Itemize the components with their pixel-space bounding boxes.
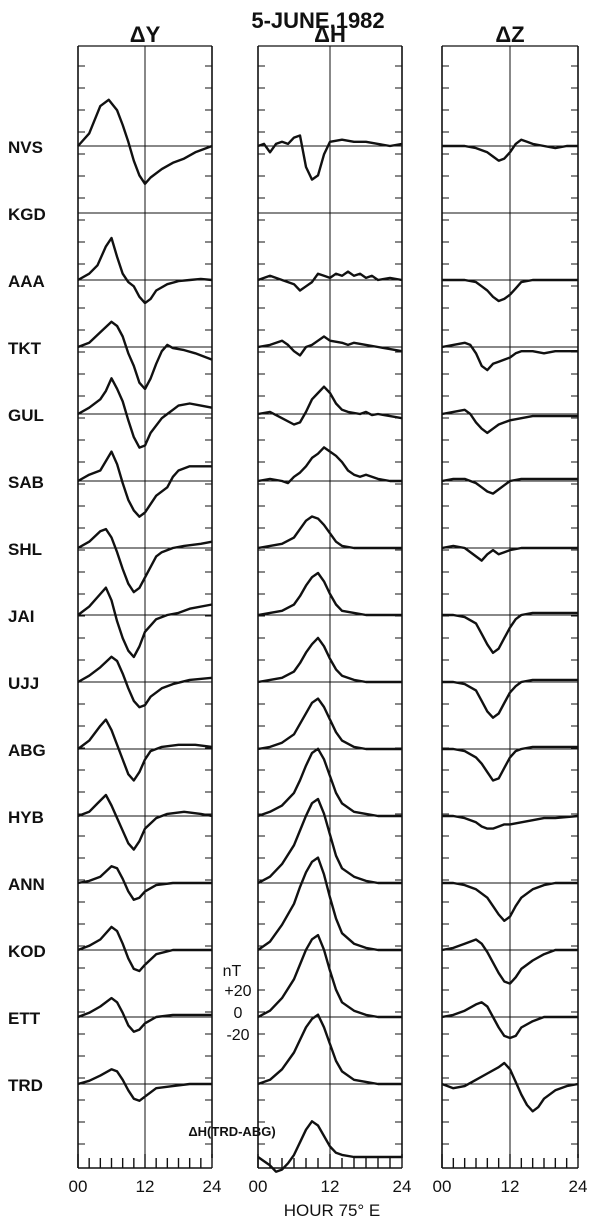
series-z-ann <box>442 881 578 922</box>
station-label-kod: KOD <box>8 942 46 961</box>
panel-z: ΔZ 00 12 24 <box>433 22 588 1196</box>
series-h-gul <box>257 385 403 426</box>
series-y-aaa <box>77 236 213 305</box>
station-label-sab: SAB <box>8 473 44 492</box>
scale-tick-1: 0 <box>234 1005 243 1022</box>
extra-series-label: ΔH(TRD-ABG) <box>188 1124 275 1139</box>
series-y-hyb <box>77 793 213 851</box>
series-y-shl <box>77 527 213 594</box>
x-tick-label-24: 24 <box>569 1177 588 1196</box>
series-h-sab <box>257 446 402 485</box>
series-h-trd <box>257 1013 402 1086</box>
scale-tick-2: -20 <box>226 1027 249 1044</box>
series-y-gul <box>77 377 213 449</box>
series-y-kod <box>77 925 212 973</box>
x-tick-label-24: 24 <box>393 1177 412 1196</box>
series-h-shl <box>257 515 402 550</box>
panel-title-h: ΔH <box>314 22 346 47</box>
x-tick-label-00: 00 <box>433 1177 452 1196</box>
series-z-shl <box>441 544 578 562</box>
series-y-abg <box>77 718 213 782</box>
x-tick-label-24: 24 <box>203 1177 222 1196</box>
station-labels: NVS KGD AAA TKT GUL SAB SHL JAI UJJ ABG HYB ANN KOD E… <box>8 138 46 1095</box>
panel-h: ΔH 00 12 24 ΔH(TRD-ABG) <box>188 22 411 1196</box>
chart-title: 5-JUNE,1982 <box>251 8 384 33</box>
station-label-nvs: NVS <box>8 138 43 157</box>
series-y-jai <box>77 586 213 659</box>
x-axis-label: HOUR 75° E <box>284 1201 381 1220</box>
series-z-ujj <box>442 678 578 719</box>
series-h-ett <box>257 933 402 1019</box>
station-label-trd: TRD <box>8 1076 43 1095</box>
series-h-kod <box>257 856 402 952</box>
station-label-ett: ETT <box>8 1009 41 1028</box>
series-h-tkt <box>257 335 403 357</box>
series-z-hyb <box>442 814 579 830</box>
station-label-jai: JAI <box>8 607 34 626</box>
series-z-ett <box>441 1001 578 1040</box>
series-z-nvs <box>442 138 578 162</box>
series-delta-h-trd-abg <box>257 1120 402 1173</box>
nt-scale: nT +20 0 -20 <box>223 963 252 1044</box>
station-label-ujj: UJJ <box>8 674 39 693</box>
chart-panels: ΔY 00 12 24 ΔH 00 12 24 ΔH(TRD-ABG) ΔZ 00 12 24 <box>69 22 588 1196</box>
series-z-abg <box>442 745 578 782</box>
panel-title-z: ΔZ <box>495 22 524 47</box>
series-y-ann <box>77 865 212 901</box>
panel-y: ΔY 00 12 24 <box>69 22 222 1196</box>
series-y-ett <box>77 996 212 1033</box>
station-label-tkt: TKT <box>8 339 42 358</box>
series-y-trd <box>77 1068 212 1102</box>
scale-tick-0: +20 <box>224 983 251 1000</box>
series-y-nvs <box>77 98 213 185</box>
station-label-aaa: AAA <box>8 272 45 291</box>
series-h-jai <box>257 571 402 617</box>
series-h-ann <box>257 797 402 885</box>
station-label-shl: SHL <box>8 540 42 559</box>
series-y-sab <box>77 450 212 518</box>
series-z-aaa <box>442 278 578 303</box>
station-label-abg: ABG <box>8 741 46 760</box>
x-tick-label-12: 12 <box>136 1177 155 1196</box>
series-h-nvs <box>257 134 403 181</box>
station-label-kgd: KGD <box>8 205 46 224</box>
x-tick-label-12: 12 <box>321 1177 340 1196</box>
series-h-abg <box>257 697 402 751</box>
series-h-hyb <box>257 747 402 818</box>
x-tick-label-00: 00 <box>249 1177 268 1196</box>
series-h-aaa <box>257 270 403 292</box>
station-label-ann: ANN <box>8 875 45 894</box>
station-label-gul: GUL <box>8 406 44 425</box>
series-z-trd <box>441 1061 579 1113</box>
x-tick-label-12: 12 <box>501 1177 520 1196</box>
panel-title-y: ΔY <box>130 22 161 47</box>
series-y-ujj <box>77 655 213 709</box>
series-z-sab <box>441 477 578 495</box>
series-y-tkt <box>77 320 213 391</box>
series-z-gul <box>441 408 578 435</box>
station-label-hyb: HYB <box>8 808 44 827</box>
series-z-tkt <box>441 341 578 372</box>
scale-unit: nT <box>223 963 242 980</box>
series-h-ujj <box>257 636 402 684</box>
series-z-kod <box>441 938 578 985</box>
series-z-jai <box>442 611 578 654</box>
x-tick-label-00: 00 <box>69 1177 88 1196</box>
